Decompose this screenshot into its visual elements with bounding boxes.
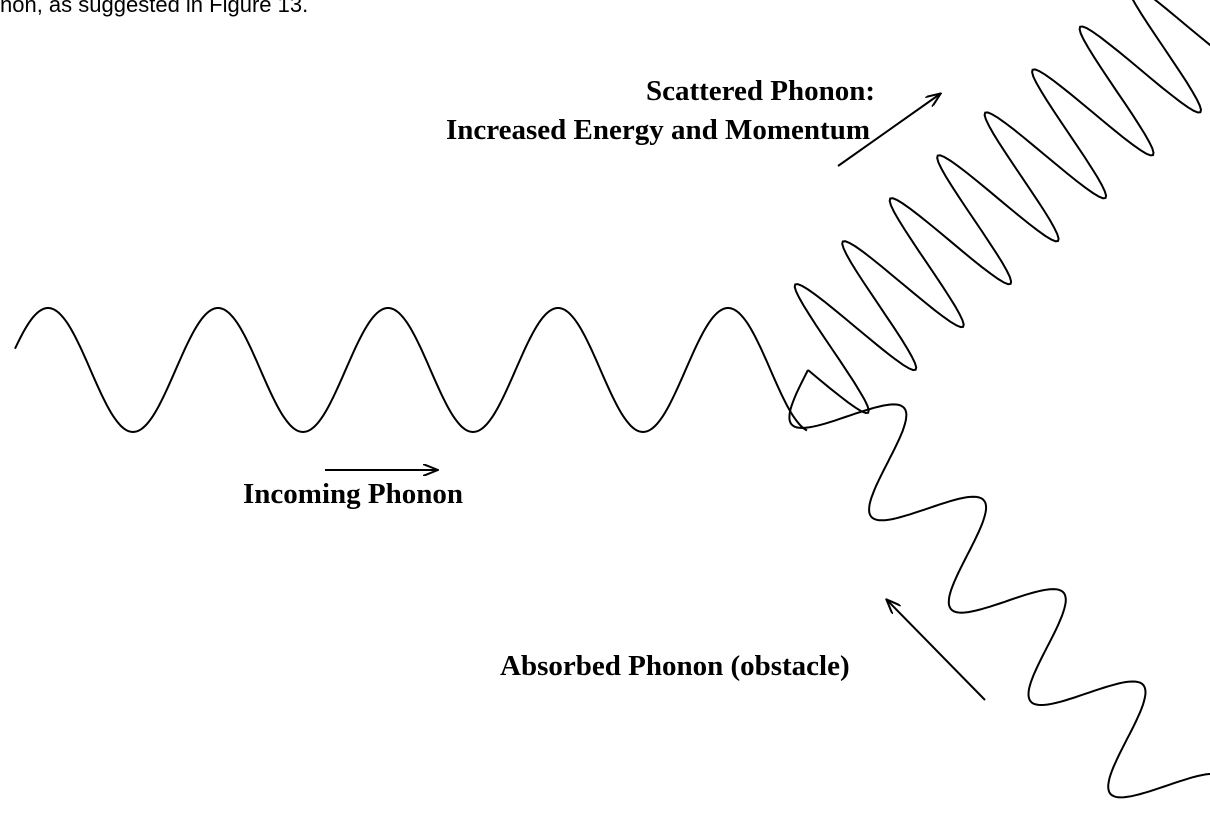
incoming-wave — [14, 307, 808, 434]
header-text: non, as suggested in Figure 13. — [0, 0, 308, 17]
scattered-arrow — [837, 94, 940, 167]
incoming-label: Incoming Phonon — [243, 478, 463, 510]
absorbed-wave — [788, 369, 1210, 799]
scattered-wave — [793, 0, 1210, 415]
absorbed-arrow — [887, 600, 986, 701]
scattered-title: Scattered Phonon: — [646, 75, 875, 107]
absorbed-label: Absorbed Phonon (obstacle) — [500, 650, 850, 682]
scattered-detail: Increased Energy and Momentum — [446, 114, 870, 146]
